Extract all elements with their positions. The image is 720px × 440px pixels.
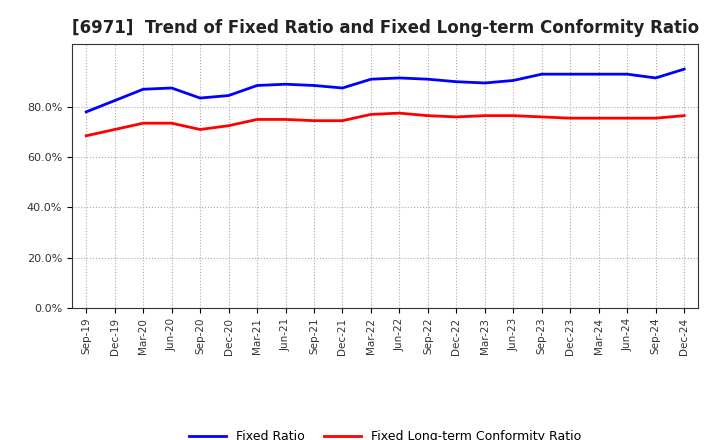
Fixed Long-term Conformity Ratio [537,114,546,120]
Fixed Ratio [423,77,432,82]
Fixed Ratio [139,87,148,92]
Fixed Long-term Conformity Ratio [82,133,91,139]
Fixed Long-term Conformity Ratio [395,110,404,116]
Fixed Ratio [623,72,631,77]
Fixed Long-term Conformity Ratio [509,113,518,118]
Fixed Long-term Conformity Ratio [566,116,575,121]
Fixed Ratio [310,83,318,88]
Fixed Long-term Conformity Ratio [652,116,660,121]
Fixed Long-term Conformity Ratio [167,121,176,126]
Fixed Long-term Conformity Ratio [680,113,688,118]
Legend: Fixed Ratio, Fixed Long-term Conformity Ratio: Fixed Ratio, Fixed Long-term Conformity … [184,425,587,440]
Fixed Long-term Conformity Ratio [366,112,375,117]
Fixed Long-term Conformity Ratio [110,127,119,132]
Fixed Long-term Conformity Ratio [423,113,432,118]
Fixed Ratio [595,72,603,77]
Fixed Ratio [82,109,91,114]
Fixed Long-term Conformity Ratio [225,123,233,128]
Fixed Long-term Conformity Ratio [338,118,347,123]
Title: [6971]  Trend of Fixed Ratio and Fixed Long-term Conformity Ratio: [6971] Trend of Fixed Ratio and Fixed Lo… [71,19,699,37]
Fixed Ratio [452,79,461,84]
Fixed Long-term Conformity Ratio [452,114,461,120]
Fixed Long-term Conformity Ratio [196,127,204,132]
Fixed Long-term Conformity Ratio [282,117,290,122]
Fixed Ratio [537,72,546,77]
Line: Fixed Long-term Conformity Ratio: Fixed Long-term Conformity Ratio [86,113,684,136]
Fixed Long-term Conformity Ratio [595,116,603,121]
Fixed Ratio [225,93,233,98]
Fixed Ratio [566,72,575,77]
Fixed Long-term Conformity Ratio [253,117,261,122]
Fixed Long-term Conformity Ratio [310,118,318,123]
Fixed Ratio [167,85,176,91]
Fixed Long-term Conformity Ratio [480,113,489,118]
Fixed Ratio [480,81,489,86]
Fixed Ratio [652,75,660,81]
Fixed Ratio [509,78,518,83]
Line: Fixed Ratio: Fixed Ratio [86,69,684,112]
Fixed Long-term Conformity Ratio [139,121,148,126]
Fixed Ratio [196,95,204,101]
Fixed Ratio [338,85,347,91]
Fixed Ratio [395,75,404,81]
Fixed Ratio [680,66,688,72]
Fixed Long-term Conformity Ratio [623,116,631,121]
Fixed Ratio [253,83,261,88]
Fixed Ratio [110,98,119,103]
Fixed Ratio [282,81,290,87]
Fixed Ratio [366,77,375,82]
